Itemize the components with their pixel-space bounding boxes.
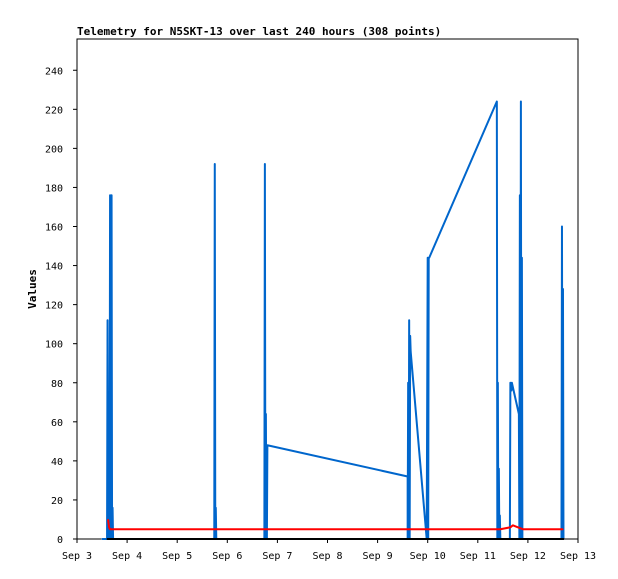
series-1-point [265,413,267,415]
series-2-point [522,528,524,530]
y-axis: 0 20 40 60 80 100 120 140 160 180 200 220 240 [45,66,77,546]
series-2-point [562,528,564,530]
y-tick-label: 120 [45,301,63,312]
series-1-point [496,100,498,103]
x-tick-label: Sep 12 [510,551,546,562]
y-tick-label: 80 [51,379,63,390]
series-1-point [407,382,409,384]
series-1-point [111,507,114,509]
series-1-point [521,257,523,259]
series-1-point [215,507,217,509]
y-tick-label: 40 [51,457,63,468]
series-1-point [509,382,511,384]
series-1-point [510,386,512,388]
series-1-point [511,382,513,384]
series-1-point [499,514,501,517]
series-1-point [109,194,111,196]
series-2-point [108,526,110,528]
series-1-point [266,444,268,446]
y-tick-label: 240 [45,66,63,77]
x-tick-label: Sep 6 [212,551,242,562]
series-1-point [562,288,564,290]
series-2-point [499,528,501,530]
x-tick-label: Sep 10 [410,551,446,562]
series-1-point [107,491,109,493]
series-3-point [106,538,108,540]
series-1-point [428,257,430,259]
series-1-point [101,538,103,540]
y-tick-label: 160 [45,223,63,234]
series-2-point [509,526,511,528]
series-1-point [519,194,521,196]
series-1-point [407,475,409,478]
series-3-point [563,538,565,540]
series-1-point [498,468,500,470]
series-layer [101,100,565,540]
series-1-point [264,163,266,165]
y-tick-label: 100 [45,340,63,351]
x-tick-label: Sep 8 [312,551,342,562]
series-1-point [518,413,520,415]
series-1-point [497,382,499,384]
series-1-point [561,225,563,228]
series-1-point [214,163,216,165]
x-tick-label: Sep 9 [363,551,393,562]
y-tick-label: 140 [45,262,63,273]
x-tick-label: Sep 7 [262,551,292,562]
x-tick-label: Sep 13 [560,551,596,562]
y-tick-label: 200 [45,144,63,155]
series-2-point [517,526,519,528]
y-tick-label: 220 [45,105,63,116]
series-1-point [427,257,429,259]
y-tick-label: 20 [51,496,63,507]
series-2-point [109,528,111,530]
x-tick-label: Sep 11 [460,551,496,562]
series-2-point [512,524,514,526]
series-1-point [510,389,512,392]
series-2-point [110,528,112,530]
y-tick-label: 180 [45,183,63,194]
x-tick-label: Sep 5 [162,551,192,562]
series-1-point [409,335,411,337]
series-1-point [410,350,412,353]
series-1-point [520,100,522,103]
series-2-point [111,528,113,530]
series-1-point [408,319,410,321]
x-tick-label: Sep 4 [112,551,142,562]
chart-title: Telemetry for N5SKT-13 over last 240 hou… [77,25,441,38]
y-axis-label: Values [26,269,39,309]
series-1-point [106,319,109,321]
x-tick-label: Sep 3 [62,551,92,562]
y-tick-label: 60 [51,418,63,429]
series-2-point [107,518,109,521]
y-tick-label: 0 [57,535,63,546]
x-axis: Sep 3 Sep 4 Sep 5 Sep 6 Sep 7 Sep 8 Sep 9 Sep 1… [62,539,596,562]
series-1-point [110,194,113,196]
